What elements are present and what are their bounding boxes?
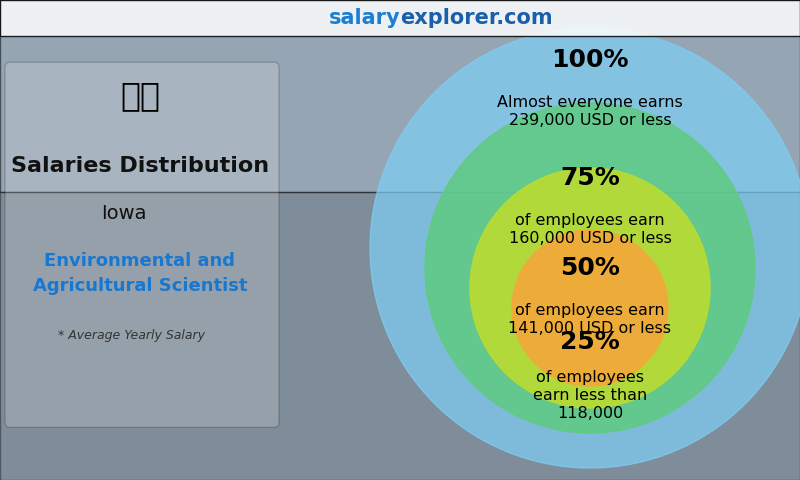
Text: 50%: 50% xyxy=(560,256,620,280)
Text: explorer.com: explorer.com xyxy=(400,8,553,28)
FancyBboxPatch shape xyxy=(0,192,800,480)
Text: of employees: of employees xyxy=(536,370,644,385)
Text: 25%: 25% xyxy=(560,330,620,354)
Text: Environmental and
Agricultural Scientist: Environmental and Agricultural Scientist xyxy=(33,252,247,295)
FancyBboxPatch shape xyxy=(0,0,800,36)
Text: 75%: 75% xyxy=(560,166,620,190)
FancyBboxPatch shape xyxy=(0,0,800,192)
Text: 160,000 USD or less: 160,000 USD or less xyxy=(509,231,671,246)
Text: * Average Yearly Salary: * Average Yearly Salary xyxy=(58,329,206,343)
Text: 118,000: 118,000 xyxy=(557,406,623,421)
Text: 🇺🇸: 🇺🇸 xyxy=(120,80,160,112)
Text: 141,000 USD or less: 141,000 USD or less xyxy=(509,321,671,336)
Circle shape xyxy=(512,230,668,386)
Text: Almost everyone earns: Almost everyone earns xyxy=(497,95,683,110)
Text: earn less than: earn less than xyxy=(533,388,647,403)
Circle shape xyxy=(470,168,710,408)
Text: of employees earn: of employees earn xyxy=(515,213,665,228)
Text: of employees earn: of employees earn xyxy=(515,303,665,318)
Circle shape xyxy=(370,28,800,468)
Text: Iowa: Iowa xyxy=(102,204,146,223)
Circle shape xyxy=(425,103,755,433)
FancyBboxPatch shape xyxy=(5,62,279,427)
Text: 100%: 100% xyxy=(551,48,629,72)
Text: salary: salary xyxy=(328,8,400,28)
Text: Salaries Distribution: Salaries Distribution xyxy=(11,156,269,176)
Text: 239,000 USD or less: 239,000 USD or less xyxy=(509,113,671,128)
